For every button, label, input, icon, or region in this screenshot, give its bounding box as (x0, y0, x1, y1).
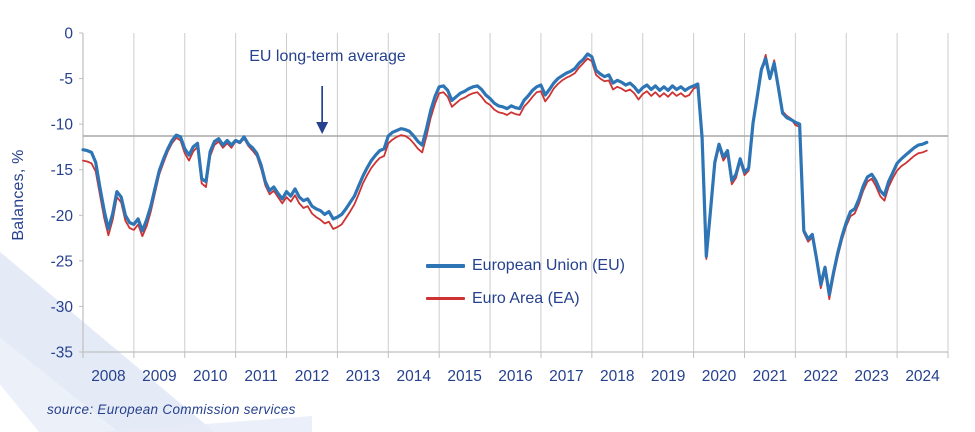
x-tick-label: 2020 (702, 368, 737, 385)
x-tick-label: 2015 (447, 368, 481, 385)
x-tick-label: 2012 (295, 368, 329, 385)
y-tick-label: -15 (51, 162, 73, 179)
legend-item-ea: Euro Area (EA) (426, 289, 625, 308)
x-tick-label: 2022 (804, 368, 838, 385)
source-note: source: European Commission services (47, 402, 296, 417)
x-tick-label: 2016 (498, 368, 532, 385)
x-tick-label: 2024 (905, 368, 940, 385)
y-tick-label: -30 (51, 299, 74, 316)
x-tick-label: 2021 (753, 368, 787, 385)
ea-line-swatch (426, 297, 465, 300)
y-tick-label: -20 (51, 208, 74, 225)
x-tick-label: 2018 (600, 368, 634, 385)
eu-line-series (81, 52, 929, 297)
x-tick-label: 2013 (346, 368, 380, 385)
y-tick-label: -25 (51, 253, 73, 270)
x-tick-label: 2019 (651, 368, 685, 385)
x-tick-label: 2009 (142, 368, 176, 385)
eu-line-swatch (426, 263, 465, 268)
x-tick-label: 2017 (549, 368, 583, 385)
x-tick-label: 2011 (244, 368, 277, 385)
y-tick-label: -5 (59, 71, 73, 88)
y-axis-title: Balances, % (10, 149, 27, 241)
y-tick-label: 0 (64, 26, 73, 43)
x-tick-label: 2014 (396, 368, 431, 385)
legend-item-eu: European Union (EU) (426, 256, 625, 275)
x-tick-label: 2008 (91, 368, 125, 385)
annotation-arrow-head (316, 121, 329, 134)
legend-label-eu: European Union (EU) (472, 256, 625, 274)
x-tick-label: 2010 (193, 368, 228, 385)
x-tick-label: 2023 (854, 368, 888, 385)
legend-label-ea: Euro Area (EA) (472, 289, 580, 307)
long-term-average-annotation: EU long-term average (249, 48, 406, 65)
y-tick-label: -10 (51, 117, 74, 134)
legend: European Union (EU) Euro Area (EA) (426, 256, 625, 308)
y-tick-label: -35 (51, 345, 73, 362)
